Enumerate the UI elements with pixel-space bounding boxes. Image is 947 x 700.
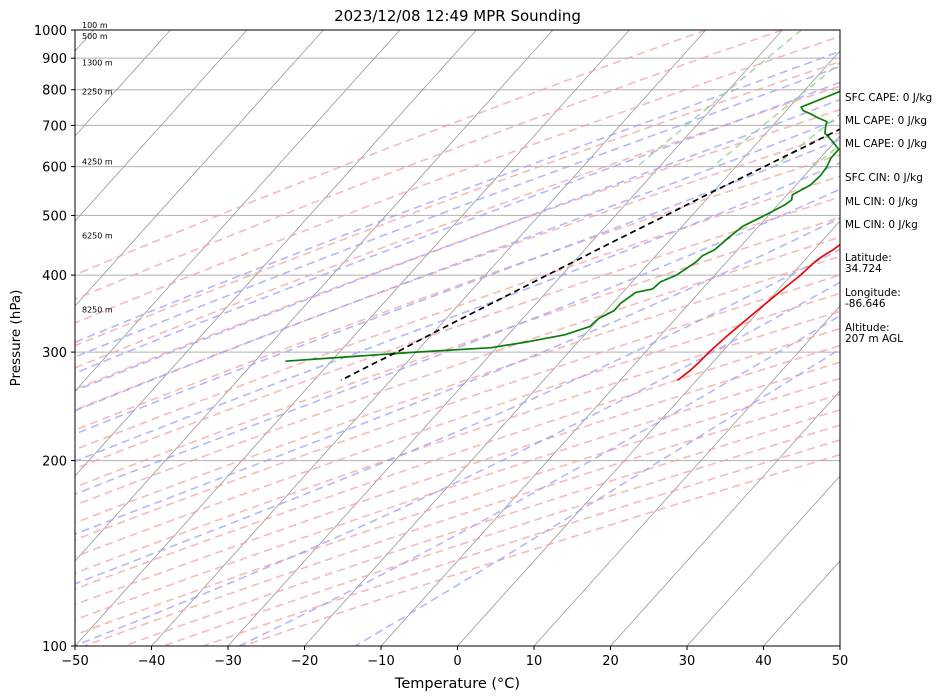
x-tick-label: 30	[679, 654, 696, 669]
temperature-profile	[676, 243, 840, 381]
y-tick-label: 900	[42, 52, 67, 67]
y-tick-label: 600	[42, 161, 67, 176]
mixing-ratio-line	[773, 113, 840, 168]
dry-adiabat	[75, 344, 840, 606]
longitude-label: Longitude:	[845, 287, 901, 299]
x-tick-label: −20	[291, 654, 318, 669]
x-tick-label: −30	[214, 654, 241, 669]
sfc-cape-label: SFC CAPE: 0 J/kg	[845, 92, 933, 104]
altitude-label: Altitude:	[845, 322, 890, 334]
altitude-label: 2250 m	[82, 87, 113, 96]
latitude-value: 34.724	[845, 263, 882, 275]
isotherm-line	[380, 135, 840, 646]
dewpoint-profile	[285, 90, 840, 363]
x-tick-label: 20	[602, 654, 619, 669]
latitude-label: Latitude:	[845, 252, 892, 264]
y-tick-label: 300	[42, 346, 67, 361]
moist-adiabat	[75, 117, 840, 412]
dry-adiabat	[75, 60, 840, 347]
dry-adiabat	[75, 85, 840, 369]
x-tick-label: −40	[138, 654, 165, 669]
ml-cape-label: ML CAPE: 0 J/kg	[845, 115, 928, 127]
longitude-value: -86.646	[845, 298, 886, 310]
ml-cin-label-2: ML CIN: 0 J/kg	[845, 219, 918, 231]
x-axis-label: Temperature (°C)	[394, 676, 520, 692]
altitude-label: 100 m	[82, 21, 108, 30]
dry-adiabat	[75, 292, 840, 558]
dry-adiabat	[75, 327, 840, 590]
dry-adiabat	[75, 310, 840, 574]
isotherm-line	[227, 30, 783, 646]
altitude-value: 207 m AGL	[845, 333, 903, 345]
moist-adiabat	[75, 281, 840, 646]
x-tick-label: 50	[832, 654, 849, 669]
mixing-ratio-line	[711, 61, 840, 168]
y-tick-label: 700	[42, 119, 67, 134]
dry-adiabat	[75, 35, 840, 324]
y-tick-label: 1000	[34, 24, 67, 39]
altitude-label: 1300 m	[82, 58, 113, 67]
dry-adiabat	[75, 30, 783, 301]
moist-adiabat	[75, 98, 840, 392]
isotherm-line	[75, 30, 401, 392]
dry-adiabat	[75, 196, 840, 470]
isotherm-line	[75, 30, 630, 646]
moist-adiabat	[75, 50, 840, 344]
y-tick-label: 100	[42, 640, 67, 655]
isotherm-line	[75, 30, 248, 222]
y-axis-label: Pressure (hPa)	[8, 290, 24, 387]
altitude-label: 6250 m	[82, 232, 113, 241]
x-tick-label: 40	[755, 654, 772, 669]
isotherm-line	[610, 390, 840, 646]
x-tick-label: −50	[61, 654, 88, 669]
isotherm-line	[304, 50, 840, 646]
x-tick-label: 10	[526, 654, 543, 669]
sfc-cin-label: SFC CIN: 0 J/kg	[845, 172, 923, 184]
dry-adiabat	[75, 361, 840, 621]
isotherm-line	[75, 30, 477, 477]
moist-adiabat	[75, 162, 840, 463]
y-tick-label: 200	[42, 455, 67, 470]
dry-adiabat	[75, 175, 840, 451]
moist-adiabat	[75, 65, 840, 358]
x-tick-label: 0	[453, 654, 461, 669]
ml-cin-label: ML CIN: 0 J/kg	[845, 196, 918, 208]
dry-adiabat	[75, 131, 840, 411]
moist-adiabat	[75, 138, 840, 435]
isotherm-line	[75, 30, 554, 562]
mixing-ratio-line	[636, 30, 802, 168]
isotherm-line	[686, 475, 840, 646]
ml-cape-label-2: ML CAPE: 0 J/kg	[845, 138, 928, 150]
parcel-path	[340, 128, 840, 382]
y-tick-label: 500	[42, 209, 67, 224]
moist-adiabat	[75, 188, 840, 495]
altitude-label: 8250 m	[82, 306, 113, 315]
plot-area	[75, 30, 840, 646]
dry-adiabat	[75, 236, 840, 506]
dry-adiabat	[75, 216, 840, 489]
y-tick-label: 800	[42, 84, 67, 99]
isotherm-line	[75, 30, 171, 137]
isotherm-line	[75, 30, 324, 307]
altitude-label: 4250 m	[82, 158, 113, 167]
x-tick-label: −10	[367, 654, 394, 669]
altitude-label: 500 m	[82, 32, 108, 41]
y-tick-label: 400	[42, 269, 67, 284]
moist-adiabat	[354, 348, 840, 646]
dry-adiabat	[75, 108, 840, 391]
chart-title: 2023/12/08 12:49 MPR Sounding	[334, 7, 581, 25]
